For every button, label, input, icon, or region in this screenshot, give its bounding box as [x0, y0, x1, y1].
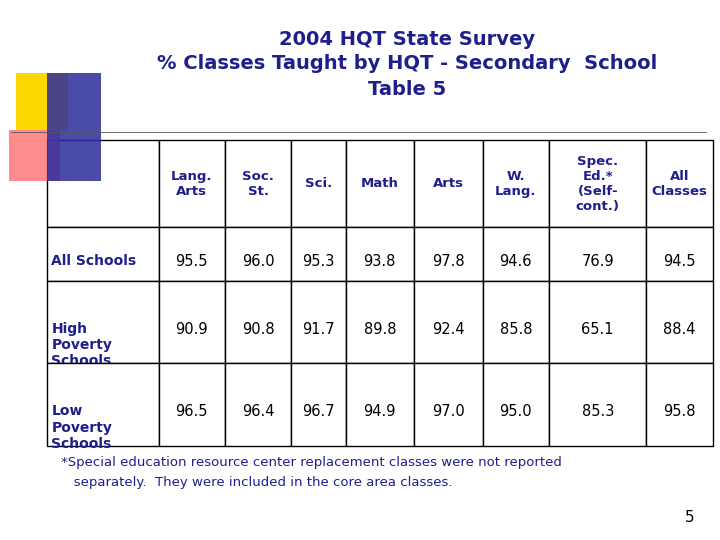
Text: % Classes Taught by HQT - Secondary  School: % Classes Taught by HQT - Secondary Scho… [157, 54, 657, 73]
Text: 5: 5 [685, 510, 695, 525]
Text: 2004 HQT State Survey: 2004 HQT State Survey [279, 30, 535, 49]
Text: separately.  They were included in the core area classes.: separately. They were included in the co… [61, 476, 453, 489]
Text: Table 5: Table 5 [368, 80, 446, 99]
Text: *Special education resource center replacement classes were not reported: *Special education resource center repla… [61, 456, 562, 469]
